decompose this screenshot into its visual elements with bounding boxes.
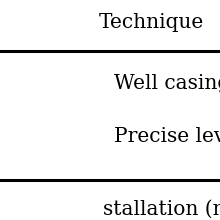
Text: stallation (not know: stallation (not know: [103, 200, 220, 218]
Text: Technique: Technique: [99, 13, 204, 31]
Text: Well casing prot: Well casing prot: [114, 74, 220, 93]
Text: Precise levelling: Precise levelling: [114, 127, 220, 146]
